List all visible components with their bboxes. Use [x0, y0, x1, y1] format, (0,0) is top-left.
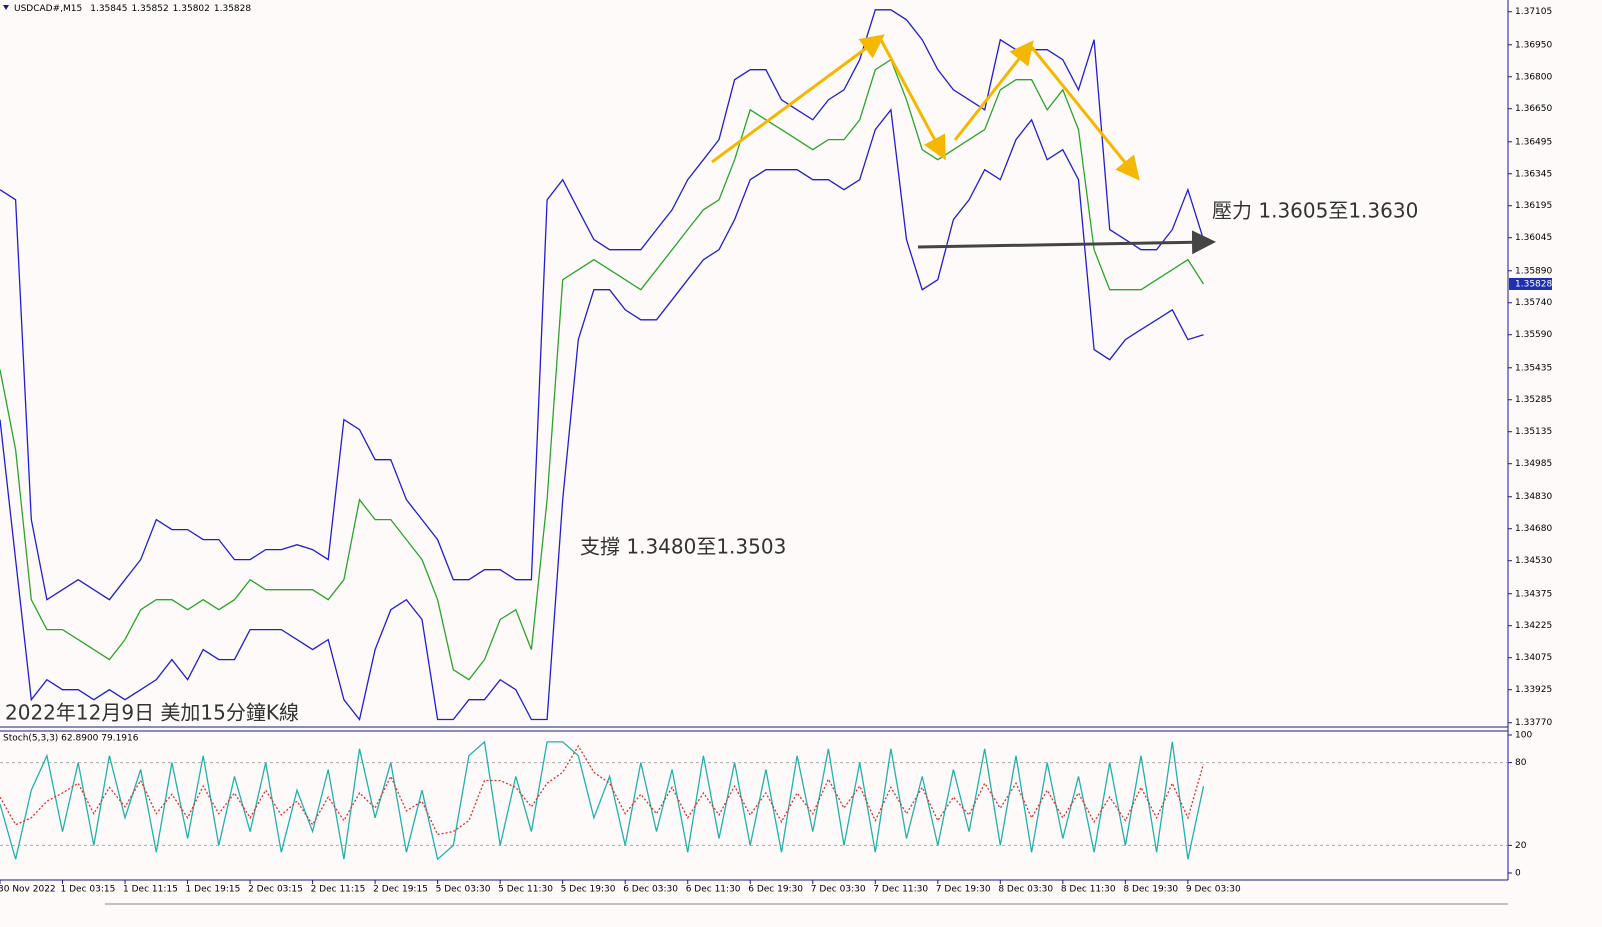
- series-line: [0, 740, 1205, 861]
- x-tick-label: 9 Dec 03:30: [1186, 885, 1241, 895]
- y-tick-label: 1.34830: [1515, 492, 1552, 502]
- ohlc-value: 1.35828: [214, 4, 251, 14]
- y-tick-label: 1.34985: [1515, 459, 1552, 469]
- y-tick-label: 1.36345: [1515, 169, 1552, 179]
- x-tick-label: 1 Dec 11:15: [123, 885, 178, 895]
- y-tick-label: 1.36495: [1515, 137, 1552, 147]
- x-tick-label: 30 Nov 2022: [0, 885, 56, 895]
- y-tick-label: 100: [1515, 731, 1532, 741]
- y-tick-label: 20: [1515, 841, 1527, 851]
- x-tick-label: 5 Dec 03:30: [436, 885, 491, 895]
- x-tick-label: 2 Dec 03:15: [248, 885, 303, 895]
- y-tick-label: 1.34075: [1515, 653, 1552, 663]
- y-tick-label: 1.34530: [1515, 556, 1552, 566]
- chart-header: USDCAD#,M15 1.35845 1.35852 1.35802 1.35828: [14, 4, 251, 14]
- y-tick-label: 1.35590: [1515, 330, 1552, 340]
- x-tick-label: 1 Dec 19:15: [186, 885, 241, 895]
- y-tick-label: 1.34225: [1515, 621, 1552, 631]
- annotation: 2022年12月9日 美加15分鐘K線: [5, 701, 299, 725]
- x-tick-label: 2 Dec 11:15: [311, 885, 366, 895]
- x-tick-label: 7 Dec 11:30: [873, 885, 928, 895]
- x-tick-label: 8 Dec 19:30: [1123, 885, 1178, 895]
- y-tick-label: 1.36800: [1515, 72, 1552, 82]
- series-line: [0, 108, 1204, 721]
- y-tick-label: 1.36045: [1515, 233, 1552, 243]
- annotation: 壓力 1.3605至1.3630: [1212, 199, 1418, 223]
- series-line: [0, 744, 1205, 836]
- current-price-label: 1.35828: [1515, 279, 1552, 289]
- y-tick-label: 1.36950: [1515, 40, 1552, 50]
- y-tick-label: 1.34375: [1515, 589, 1552, 599]
- y-tick-label: 1.33925: [1515, 685, 1552, 695]
- x-tick-label: 8 Dec 11:30: [1061, 885, 1116, 895]
- price-panel: [0, 9, 1205, 721]
- ohlc-value: 1.35845: [90, 4, 127, 14]
- y-tick-label: 1.35135: [1515, 427, 1552, 437]
- y-tick-label: 1.35890: [1515, 266, 1552, 276]
- x-tick-label: 7 Dec 19:30: [936, 885, 991, 895]
- y-tick-label: 1.33770: [1515, 718, 1552, 728]
- x-tick-label: 5 Dec 19:30: [561, 885, 616, 895]
- x-tick-label: 1 Dec 03:15: [61, 885, 116, 895]
- y-tick-label: 1.35435: [1515, 363, 1552, 373]
- y-tick-label: 1.37105: [1515, 7, 1552, 17]
- y-tick-label: 1.35285: [1515, 395, 1552, 405]
- y-tick-label: 0: [1515, 869, 1521, 879]
- stoch-panel: [0, 740, 1508, 861]
- ohlc-value: 1.35852: [131, 4, 168, 14]
- x-tick-label: 6 Dec 03:30: [623, 885, 678, 895]
- resistance-arrow: [917, 230, 1216, 255]
- series-line: [0, 58, 1205, 681]
- x-tick-label: 5 Dec 11:30: [498, 885, 553, 895]
- stoch-title: Stoch(5,3,3) 62.8900 79.1916: [3, 734, 139, 744]
- current-price-box: [1509, 277, 1552, 290]
- y-tick-label: 1.35740: [1515, 298, 1552, 308]
- x-tick-label: 2 Dec 19:15: [373, 885, 428, 895]
- x-tick-label: 6 Dec 19:30: [748, 885, 803, 895]
- series-line: [0, 9, 1205, 601]
- ohlc-value: 1.35802: [173, 4, 210, 14]
- y-tick-label: 1.36650: [1515, 104, 1552, 114]
- y-tick-label: 80: [1515, 758, 1527, 768]
- menu-icon[interactable]: [3, 5, 9, 10]
- annotation: 支撐 1.3480至1.3503: [580, 535, 786, 559]
- y-tick-label: 1.34680: [1515, 524, 1552, 534]
- trend-arrows: [711, 34, 1140, 181]
- x-tick-label: 7 Dec 03:30: [811, 885, 866, 895]
- y-tick-label: 1.36195: [1515, 201, 1552, 211]
- x-tick-label: 6 Dec 11:30: [686, 885, 741, 895]
- x-tick-label: 8 Dec 03:30: [998, 885, 1053, 895]
- symbol: USDCAD#,M15: [14, 4, 82, 14]
- frame: [0, 0, 1509, 881]
